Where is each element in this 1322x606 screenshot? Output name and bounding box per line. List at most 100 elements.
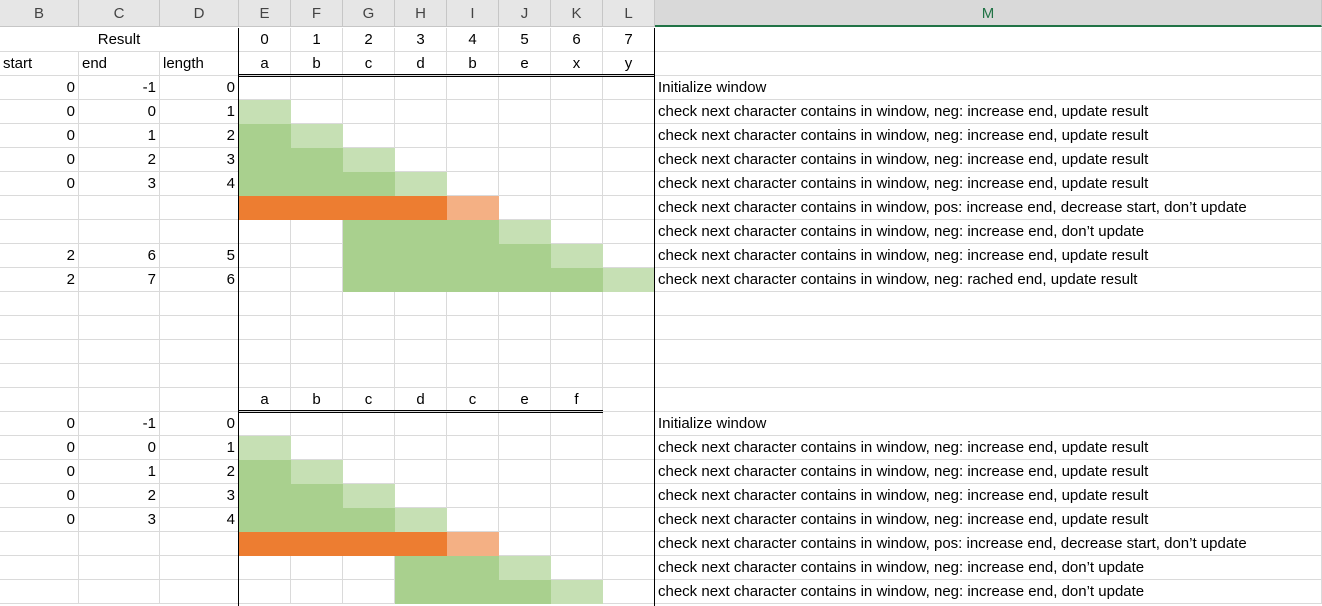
grid-cell[interactable] [447,316,499,340]
window-fill-cell[interactable] [291,532,343,556]
window-fill-cell[interactable] [551,268,603,292]
grid-cell[interactable] [447,508,499,532]
window-fill-cell[interactable] [343,172,395,196]
grid-cell[interactable] [291,268,343,292]
grid-cell[interactable] [343,340,395,364]
grid-cell[interactable] [603,148,655,172]
window-fill-cell[interactable] [343,148,395,172]
grid-cell[interactable] [603,292,655,316]
grid-cell[interactable] [499,316,551,340]
grid-cell[interactable] [160,340,239,364]
grid-cell[interactable] [79,388,160,412]
window-fill-cell[interactable] [343,484,395,508]
grid-cell[interactable] [499,508,551,532]
window-fill-cell[interactable] [239,196,291,220]
grid-cell[interactable] [79,316,160,340]
string1-char[interactable]: d [395,52,447,76]
grid-cell[interactable] [343,292,395,316]
string2-char[interactable]: c [343,388,395,412]
start-value[interactable]: 2 [0,268,79,292]
grid-cell[interactable] [603,508,655,532]
window-fill-cell[interactable] [551,244,603,268]
index-cell[interactable]: 7 [603,28,655,52]
window-fill-cell[interactable] [395,268,447,292]
string1-char[interactable]: b [291,52,343,76]
grid-cell[interactable] [603,436,655,460]
window-fill-cell[interactable] [447,196,499,220]
step-description[interactable]: check next character contains in window,… [655,100,1322,124]
start-value[interactable]: 0 [0,100,79,124]
window-fill-cell[interactable] [239,532,291,556]
grid-cell[interactable] [343,412,395,436]
grid-cell[interactable] [499,460,551,484]
step-description[interactable]: check next character contains in window,… [655,436,1322,460]
grid-cell[interactable] [395,148,447,172]
grid-cell[interactable] [551,460,603,484]
step-description[interactable]: check next character contains in window,… [655,532,1322,556]
grid-cell[interactable] [499,484,551,508]
step-description[interactable]: check next character contains in window,… [655,484,1322,508]
string1-char[interactable]: c [343,52,395,76]
index-cell[interactable]: 5 [499,28,551,52]
length-value[interactable]: 0 [160,412,239,436]
grid-cell[interactable] [499,196,551,220]
length-value[interactable]: 3 [160,148,239,172]
window-fill-cell[interactable] [499,220,551,244]
end-value[interactable] [79,556,160,580]
grid-cell[interactable] [603,340,655,364]
grid-cell[interactable] [499,436,551,460]
column-header-g[interactable]: G [343,0,395,27]
grid-cell[interactable] [160,364,239,388]
end-value[interactable] [79,196,160,220]
grid-cell[interactable] [551,316,603,340]
index-cell[interactable]: 6 [551,28,603,52]
window-fill-cell[interactable] [447,220,499,244]
grid-cell[interactable] [239,76,291,100]
end-value[interactable]: 3 [79,172,160,196]
grid-cell[interactable] [395,460,447,484]
string1-char[interactable]: e [499,52,551,76]
end-value[interactable]: 6 [79,244,160,268]
column-header-i[interactable]: I [447,0,499,27]
length-value[interactable] [160,532,239,556]
grid-cell[interactable] [343,460,395,484]
grid-cell[interactable] [551,220,603,244]
grid-cell[interactable] [551,124,603,148]
length-header[interactable]: length [160,52,239,76]
grid-cell[interactable] [239,340,291,364]
grid-cell[interactable] [160,388,239,412]
grid-cell[interactable] [160,316,239,340]
grid-cell[interactable] [499,364,551,388]
grid-cell[interactable] [603,556,655,580]
window-fill-cell[interactable] [551,580,603,604]
window-fill-cell[interactable] [499,556,551,580]
end-value[interactable] [79,580,160,604]
step-description[interactable]: check next character contains in window,… [655,556,1322,580]
window-fill-cell[interactable] [239,484,291,508]
length-value[interactable]: 2 [160,460,239,484]
end-value[interactable] [79,220,160,244]
window-fill-cell[interactable] [291,508,343,532]
window-fill-cell[interactable] [291,460,343,484]
end-value[interactable]: 0 [79,436,160,460]
start-value[interactable]: 0 [0,508,79,532]
string1-char[interactable]: x [551,52,603,76]
length-value[interactable]: 1 [160,436,239,460]
step-description[interactable]: check next character contains in window,… [655,244,1322,268]
grid-cell[interactable] [395,436,447,460]
grid-cell[interactable] [655,28,1322,52]
window-fill-cell[interactable] [343,268,395,292]
grid-cell[interactable] [551,100,603,124]
window-fill-cell[interactable] [447,556,499,580]
grid-cell[interactable] [447,172,499,196]
window-fill-cell[interactable] [343,220,395,244]
string1-char[interactable]: y [603,52,655,76]
step-description[interactable]: check next character contains in window,… [655,172,1322,196]
grid-cell[interactable] [447,364,499,388]
string2-char[interactable]: c [447,388,499,412]
grid-cell[interactable] [655,52,1322,76]
step-description[interactable]: check next character contains in window,… [655,124,1322,148]
grid-cell[interactable] [551,412,603,436]
grid-cell[interactable] [551,148,603,172]
window-fill-cell[interactable] [343,532,395,556]
